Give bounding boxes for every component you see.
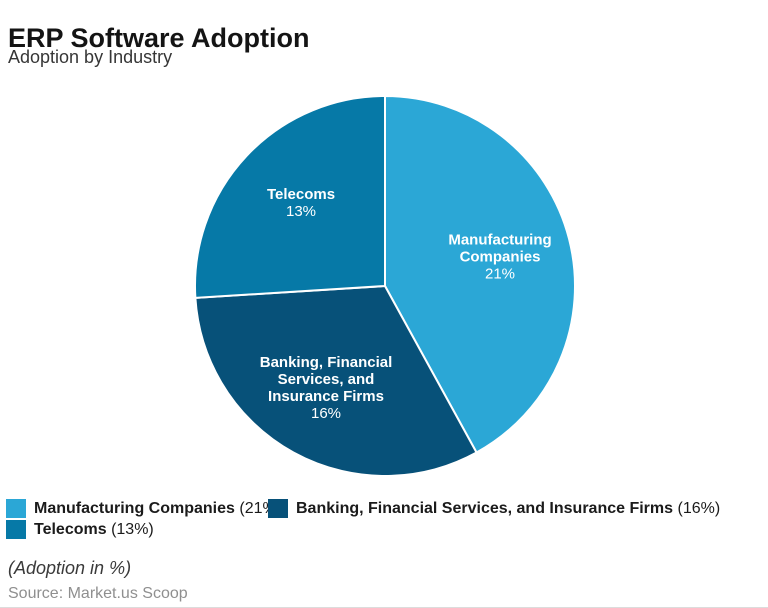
- pie-slice-banking-financial-services-and-insurance-firms[interactable]: [194, 285, 478, 477]
- chart-title: ERP Software Adoption: [8, 23, 310, 54]
- legend-swatch: [268, 499, 288, 518]
- legend: Manufacturing Companies (21%) Banking, Fi…: [6, 499, 720, 539]
- legend-text: Manufacturing Companies (21%): [34, 500, 282, 518]
- legend-swatch: [6, 499, 26, 518]
- legend-value: (16%): [677, 499, 721, 517]
- unit-note: (Adoption in %): [8, 558, 132, 578]
- legend-value: (13%): [111, 520, 154, 538]
- pie-slice-telecoms[interactable]: [193, 95, 386, 299]
- legend-text: Banking, Financial Services, and Insuran…: [296, 500, 720, 518]
- pie-slice-manufacturing-companies[interactable]: [384, 95, 576, 454]
- legend-item-manufacturing-companies[interactable]: Manufacturing Companies (21%): [6, 499, 282, 518]
- legend-label: Manufacturing Companies: [34, 499, 235, 517]
- legend-item-telecoms[interactable]: Telecoms (13%): [6, 520, 268, 539]
- legend-label: Banking, Financial Services, and Insuran…: [296, 499, 674, 517]
- source-caption: Source: Market.us Scoop: [8, 585, 188, 602]
- legend-text: Telecoms (13%): [34, 521, 154, 539]
- chart-subtitle: Adoption by Industry: [8, 47, 173, 67]
- legend-swatch: [6, 520, 26, 539]
- legend-item-banking-financial-services-and-insurance-firms[interactable]: Banking, Financial Services, and Insuran…: [268, 499, 720, 518]
- legend-label: Telecoms: [34, 520, 107, 538]
